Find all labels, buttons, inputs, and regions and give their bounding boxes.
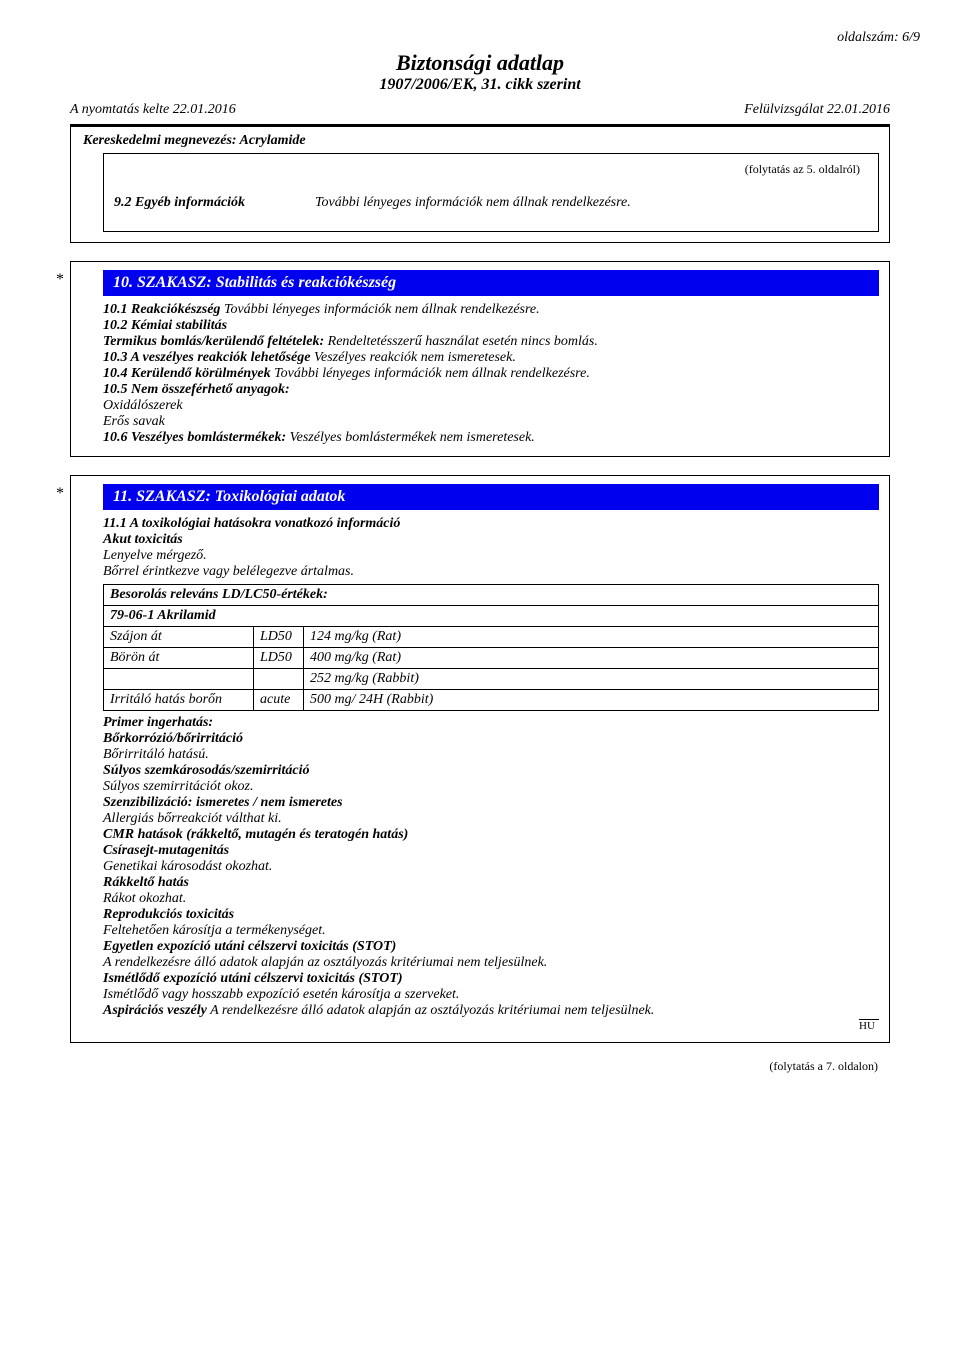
s10-5-line2: Erős savak — [103, 414, 879, 430]
s10-5-line1: Oxidálószerek — [103, 398, 879, 414]
ldlc-value: 252 mg/kg (Rabbit) — [304, 669, 879, 690]
table-row: Szájon átLD50124 mg/kg (Rat) — [104, 627, 879, 648]
asp-label: Aspirációs veszély — [103, 1003, 207, 1018]
asp-text: A rendelkezésre álló adatok alapján az o… — [207, 1003, 655, 1018]
section11-body: 11.1 A toxikológiai hatásokra vonatkozó … — [103, 516, 879, 1032]
s10-2-label: 10.2 Kémiai stabilitás — [103, 318, 227, 333]
ldlc-type: LD50 — [254, 627, 304, 648]
stot-re-label: Ismétlődő expozíció utáni célszervi toxi… — [103, 971, 879, 987]
ldlc-route — [104, 669, 254, 690]
ldlc-value: 400 mg/kg (Rat) — [304, 648, 879, 669]
repro-text: Feltehetően károsítja a termékenységet. — [103, 923, 879, 939]
row-92-value: További lényeges információk nem állnak … — [315, 195, 631, 210]
star-marker-11: * — [56, 485, 64, 503]
section11-header: 11. SZAKASZ: Toxikológiai adatok — [103, 484, 879, 510]
row-92-label: 9.2 Egyéb információk — [114, 195, 245, 210]
germ-text: Genetikai károsodást okozhat. — [103, 859, 879, 875]
carc-label: Rákkeltő hatás — [103, 875, 879, 891]
carc-text: Rákot okozhat. — [103, 891, 879, 907]
s10-2-sub-label: Termikus bomlás/kerülendő feltételek: — [103, 334, 324, 349]
ldlc-value: 124 mg/kg (Rat) — [304, 627, 879, 648]
continued-from: (folytatás az 5. oldalról) — [114, 160, 868, 181]
germ-label: Csírasejt-mutagenitás — [103, 843, 879, 859]
s11-acute-1: Lenyelve mérgező. — [103, 548, 879, 564]
s10-3-label: 10.3 A veszélyes reakciók lehetősége — [103, 350, 310, 365]
ldlc-substance: 79-06-1 Akrilamid — [104, 606, 879, 627]
trade-name: Kereskedelmi megnevezés: Acrylamide — [71, 127, 889, 153]
continued-to: (folytatás a 7. oldalon) — [40, 1059, 890, 1074]
table-row: Börön átLD50400 mg/kg (Rat) — [104, 648, 879, 669]
cmr-label: CMR hatások (rákkeltő, mutagén és terato… — [103, 827, 879, 843]
stot-se-label: Egyetlen expozíció utáni célszervi toxic… — [103, 939, 879, 955]
ldlc-type: LD50 — [254, 648, 304, 669]
ldlc-value: 500 mg/ 24H (Rabbit) — [304, 690, 879, 711]
skin-corr-label: Bőrkorrózió/bőrirritáció — [103, 731, 879, 747]
document-title: Biztonsági adatlap — [40, 50, 920, 76]
ldlc-header: Besorolás releváns LD/LC50-értékek: — [104, 585, 879, 606]
section10-body: 10.1 Reakciókészség További lényeges inf… — [103, 302, 879, 446]
document-subtitle: 1907/2006/EK, 31. cikk szerint — [40, 76, 920, 94]
title-block: Biztonsági adatlap 1907/2006/EK, 31. cik… — [40, 50, 920, 94]
stot-se-text: A rendelkezésre álló adatok alapján az o… — [103, 955, 879, 971]
s10-5-label: 10.5 Nem összeférhető anyagok: — [103, 382, 290, 397]
stot-re-text: Ismétlődő vagy hosszabb expozíció esetén… — [103, 987, 879, 1003]
s10-1-label: 10.1 Reakciókészség — [103, 302, 220, 317]
star-marker-10: * — [56, 271, 64, 289]
s10-2-sub-text: Rendeltetésszerű használat esetén nincs … — [324, 334, 598, 349]
s10-6-label: 10.6 Veszélyes bomlástermékek: — [103, 430, 286, 445]
box-section9: Kereskedelmi megnevezés: Acrylamide (fol… — [70, 124, 890, 243]
revision-date: Felülvizsgálat 22.01.2016 — [744, 102, 890, 118]
s11-acute-2: Bőrrel érintkezve vagy belélegezve ártal… — [103, 564, 879, 580]
eye-label: Súlyos szemkárosodás/szemirritáció — [103, 763, 879, 779]
s10-3-text: Veszélyes reakciók nem ismeretesek. — [310, 350, 515, 365]
box-section11: 11. SZAKASZ: Toxikológiai adatok 11.1 A … — [70, 475, 890, 1043]
s10-4-label: 10.4 Kerülendő körülmények — [103, 366, 271, 381]
repro-label: Reprodukciós toxicitás — [103, 907, 879, 923]
ldlc-route: Irritáló hatás borőn — [104, 690, 254, 711]
hu-tag: HU — [859, 1019, 879, 1032]
s10-1-text: További lényeges információk nem állnak … — [220, 302, 539, 317]
s10-6-text: Veszélyes bomlástermékek nem ismeretesek… — [286, 430, 535, 445]
s10-4-text: További lényeges információk nem állnak … — [271, 366, 590, 381]
sens-label: Szenzibilizáció: ismeretes / nem ismeret… — [103, 795, 879, 811]
ldlc-table: Besorolás releváns LD/LC50-értékek: 79-0… — [103, 584, 879, 711]
header-dates: A nyomtatás kelte 22.01.2016 Felülvizsgá… — [70, 102, 890, 118]
page-number: oldalszám: 6/9 — [40, 30, 920, 46]
table-row: 252 mg/kg (Rabbit) — [104, 669, 879, 690]
s11-1-label: 11.1 A toxikológiai hatásokra vonatkozó … — [103, 516, 879, 532]
eye-text: Súlyos szemirritációt okoz. — [103, 779, 879, 795]
ldlc-type — [254, 669, 304, 690]
sens-text: Allergiás bőrreakciót válthat ki. — [103, 811, 879, 827]
box-section10: 10. SZAKASZ: Stabilitás és reakciókészsé… — [70, 261, 890, 457]
ldlc-route: Szájon át — [104, 627, 254, 648]
section10-header: 10. SZAKASZ: Stabilitás és reakciókészsé… — [103, 270, 879, 296]
print-date: A nyomtatás kelte 22.01.2016 — [70, 102, 236, 118]
primer-label: Primer ingerhatás: — [103, 715, 879, 731]
ldlc-route: Börön át — [104, 648, 254, 669]
s11-acute-label: Akut toxicitás — [103, 532, 879, 548]
inner-box-9: (folytatás az 5. oldalról) 9.2 Egyéb inf… — [103, 153, 879, 232]
skin-corr-text: Bőrirritáló hatású. — [103, 747, 879, 763]
table-row: Irritáló hatás borőnacute500 mg/ 24H (Ra… — [104, 690, 879, 711]
ldlc-type: acute — [254, 690, 304, 711]
